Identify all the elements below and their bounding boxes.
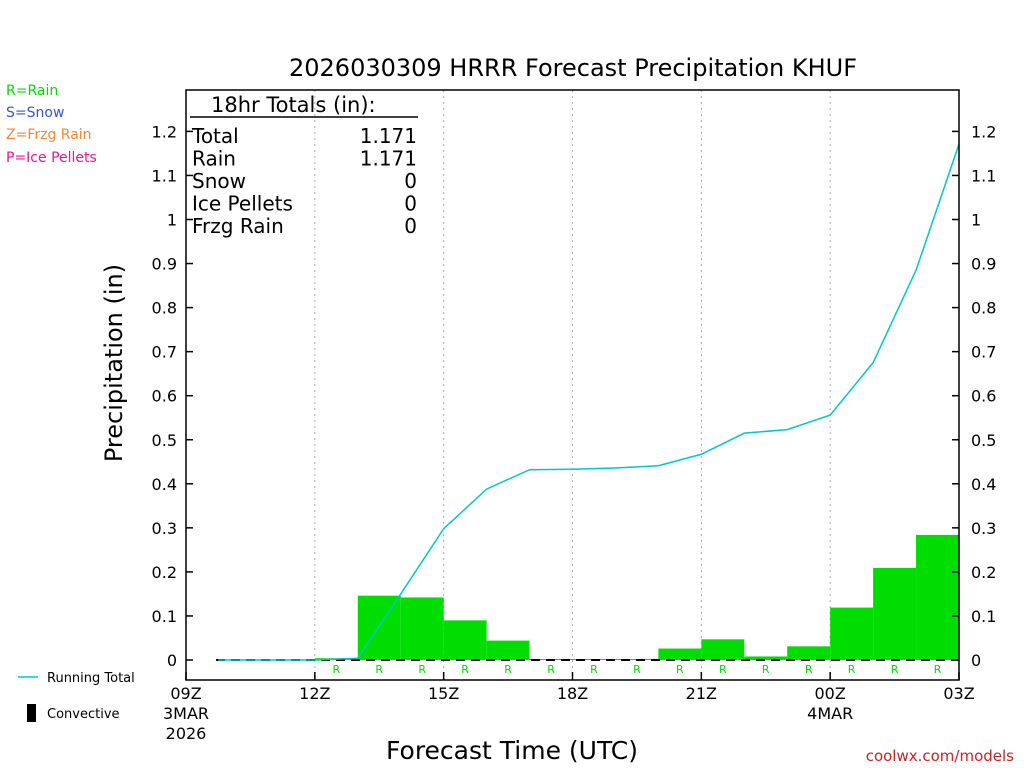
y-tick-label-right: 0.8 [971,299,996,318]
bar-series [314,534,959,660]
precip-type-label: R [848,663,856,676]
totals-row-label: Snow [192,169,246,193]
y-tick-label: 0.6 [152,387,177,406]
y-tick-label-right: 0.1 [971,607,996,626]
y-tick-label-right: 0.2 [971,563,996,582]
x-tick-label: 03Z [943,684,974,703]
precip-bar [400,597,444,660]
x-tick-label: 00Z [815,684,846,703]
x-tick-date-label: 4MAR [807,704,853,723]
x-tick-label: 15Z [428,684,459,703]
x-tick-label: 09Z [170,684,201,703]
legend-rain: R=Rain [6,83,59,99]
y-tick-label-right: 0.6 [971,387,996,406]
totals-title: 18hr Totals (in): [211,93,376,117]
totals-row-value: 0 [404,169,417,193]
precip-type-label: R [676,663,684,676]
y-tick-label: 0.3 [152,519,177,538]
precip-type-label: R [590,663,598,676]
y-tick-label: 0.7 [152,343,177,362]
precip-type-label: R [547,663,555,676]
precip-type-label: R [332,663,340,676]
precip-bar [916,534,959,660]
y-tick-label: 1 [167,211,177,230]
y-tick-label-right: 0 [971,651,981,670]
totals-box: 18hr Totals (in): Total 1.171 Rain 1.171 Sno… [190,93,418,238]
credit: coolwx.com/models [866,747,1014,765]
precip-bar [486,640,530,660]
totals-row-label: Rain [192,147,236,171]
precip-type-label: R [805,663,813,676]
y-tick-label: 0.8 [152,299,177,318]
precip-type-label: R [461,663,469,676]
chart-title: 2026030309 HRRR Forecast Precipitation K… [289,54,857,82]
precip-type-label: R [375,663,383,676]
precip-bar [357,595,401,660]
x-tick-label: 21Z [686,684,717,703]
precip-bar [787,646,831,660]
x-tick-year-label: 2026 [166,724,207,743]
convective-legend-swatch [27,704,36,722]
precip-bar [658,648,702,660]
totals-row-label: Total [191,124,239,148]
precip-bar [744,656,788,660]
y-tick-label: 0.2 [152,563,177,582]
totals-row-label: Ice Pellets [192,192,293,216]
precip-type-label: R [891,663,899,676]
grid-lines [314,90,831,680]
x-tick-date-label: 3MAR [163,704,209,723]
precip-type-label: R [504,663,512,676]
precip-bar [701,639,745,660]
legend-frzg-rain: Z=Frzg Rain [6,127,92,143]
y-axis-left: 0 0.1 0.2 0.3 0.4 0.5 0.6 0.7 0.8 0.9 1 1.1 1.2 [152,122,193,670]
y-tick-label-right: 0.4 [971,475,996,494]
y-tick-label-right: 0.9 [971,255,996,274]
y-tick-label: 1.2 [152,122,177,141]
x-axis-label: Forecast Time (UTC) [386,736,638,765]
precip-type-label: R [719,663,727,676]
y-axis-label: Precipitation (in) [100,264,128,462]
precip-type-label: R [418,663,426,676]
x-tick-label: 18Z [557,684,588,703]
y-tick-label: 0.5 [152,431,177,450]
legend-ice-pellets: P=Ice Pellets [6,150,97,166]
series-legend: Running Total Convective [18,671,135,722]
precip-type-label: R [633,663,641,676]
totals-row-value: 0 [404,214,417,238]
precip-type-label: R [762,663,770,676]
y-tick-label-right: 1 [971,211,981,230]
y-tick-label-right: 1.2 [971,122,996,141]
y-tick-label: 0.1 [152,607,177,626]
precip-bar [443,620,487,660]
y-tick-label-right: 0.7 [971,343,996,362]
precip-bar [873,567,917,660]
y-tick-label: 0 [167,651,177,670]
y-tick-label-right: 0.3 [971,519,996,538]
totals-row-value: 1.171 [360,147,417,171]
y-tick-label-right: 0.5 [971,431,996,450]
x-tick-label: 12Z [299,684,330,703]
y-tick-label: 0.4 [152,475,177,494]
convective-legend-label: Convective [47,707,120,722]
running-total-line [218,143,960,661]
y-tick-label-right: 1.1 [971,166,996,185]
y-axis-right: 0 0.1 0.2 0.3 0.4 0.5 0.6 0.7 0.8 0.9 1 1.1 1.2 [952,122,996,670]
y-tick-label: 0.9 [152,255,177,274]
totals-row-value: 0 [404,192,417,216]
precip-bar [830,607,874,660]
totals-row-value: 1.171 [360,124,417,148]
y-tick-label: 1.1 [152,166,177,185]
totals-row-label: Frzg Rain [192,214,284,238]
running-total-legend-label: Running Total [47,671,135,686]
legend-snow: S=Snow [6,105,65,121]
precip-type-label: R [934,663,942,676]
